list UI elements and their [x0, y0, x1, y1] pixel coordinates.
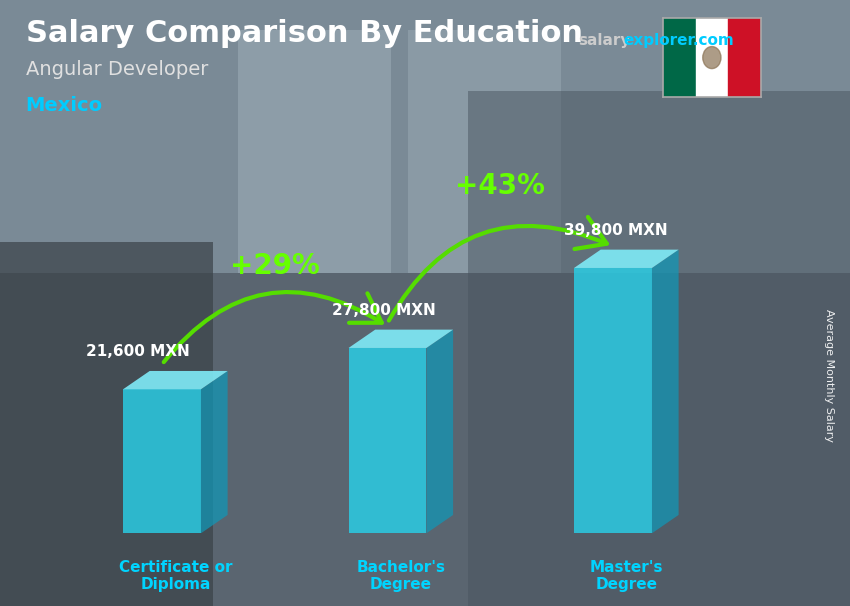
Polygon shape: [652, 250, 678, 533]
Text: Salary Comparison By Education: Salary Comparison By Education: [26, 19, 582, 48]
Polygon shape: [201, 371, 228, 533]
Text: 27,800 MXN: 27,800 MXN: [332, 303, 436, 318]
Polygon shape: [123, 371, 228, 389]
Bar: [0, 273, 850, 606]
Bar: [123, 389, 201, 533]
Text: Master's
Degree: Master's Degree: [590, 560, 663, 592]
Bar: [468, 91, 850, 606]
Text: Angular Developer: Angular Developer: [26, 60, 208, 79]
Text: 21,600 MXN: 21,600 MXN: [86, 344, 190, 359]
Text: Bachelor's
Degree: Bachelor's Degree: [356, 560, 445, 592]
Bar: [348, 348, 427, 533]
Text: +29%: +29%: [230, 252, 320, 281]
Bar: [238, 30, 391, 273]
Bar: [408, 30, 561, 273]
Text: +43%: +43%: [456, 172, 545, 201]
Bar: [0, 242, 212, 606]
Text: explorer.com: explorer.com: [623, 33, 734, 48]
Text: Mexico: Mexico: [26, 96, 103, 115]
Bar: [695, 18, 728, 97]
Text: Certificate or
Diploma: Certificate or Diploma: [118, 560, 232, 592]
Text: Average Monthly Salary: Average Monthly Salary: [824, 309, 834, 442]
Bar: [574, 268, 652, 533]
Bar: [663, 18, 695, 97]
Text: salary: salary: [578, 33, 631, 48]
Circle shape: [703, 47, 721, 68]
Bar: [728, 18, 761, 97]
Polygon shape: [348, 330, 453, 348]
Polygon shape: [427, 330, 453, 533]
Bar: [0, 0, 850, 273]
Text: 39,800 MXN: 39,800 MXN: [564, 223, 667, 238]
Polygon shape: [574, 250, 678, 268]
